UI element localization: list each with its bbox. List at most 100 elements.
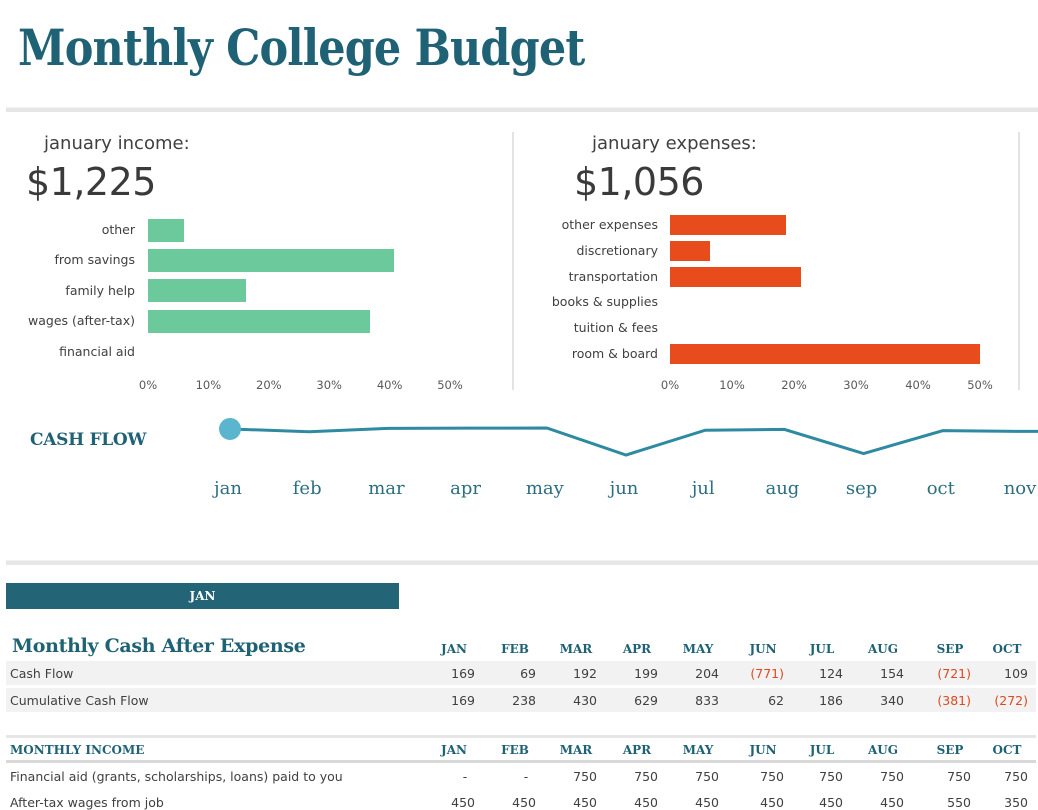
- expense-category-label: tuition & fees: [573, 320, 658, 336]
- monthly-income-col-head-jan: JAN: [441, 743, 467, 757]
- cash-after-expense-cell: 204: [695, 666, 719, 681]
- monthly-income-cell: 750: [880, 769, 904, 784]
- expense-total: $1,056: [574, 160, 704, 204]
- cash-after-expense-cell: 69: [520, 666, 536, 681]
- monthly-income-cell: 450: [819, 795, 843, 810]
- cash-after-expense-col-head-jun: JUN: [749, 642, 777, 656]
- monthly-income-row-label: After-tax wages from job: [10, 795, 164, 810]
- income-bar: [148, 279, 247, 303]
- income-table-header-rule: [6, 760, 1036, 763]
- cash-after-expense-cell: (381): [937, 693, 971, 708]
- cash-after-expense-cell: (272): [994, 693, 1028, 708]
- cash-after-expense-cell: 154: [880, 666, 904, 681]
- monthly-income-cell: 450: [634, 795, 658, 810]
- month-label-sep[interactable]: sep: [845, 478, 878, 499]
- cash-after-expense-col-head-aug: AUG: [867, 642, 899, 656]
- monthly-income-cell: 750: [634, 769, 658, 784]
- cash-after-expense-cell: 124: [819, 666, 843, 681]
- page-title: Monthly College Budget: [18, 18, 585, 77]
- monthly-income-cell: 750: [573, 769, 597, 784]
- monthly-income-col-head-may: MAY: [682, 743, 714, 757]
- title-divider: [6, 107, 1038, 112]
- monthly-income-col-head-oct: OCT: [992, 743, 1022, 757]
- selected-month-marker: [219, 417, 241, 440]
- expense-category-label: books & supplies: [551, 294, 658, 310]
- monthly-income-col-head-apr: APR: [622, 743, 652, 757]
- expense-label: january expenses:: [592, 133, 757, 154]
- cash-after-expense-cell: 340: [880, 693, 904, 708]
- cash-after-expense-title: Monthly Cash After Expense: [12, 635, 306, 657]
- monthly-income-cell: -: [462, 769, 468, 784]
- monthly-income-row-label: Financial aid (grants, scholarships, loa…: [10, 769, 343, 784]
- expense-axis-tick: 20%: [781, 378, 807, 392]
- month-label-jun[interactable]: jun: [609, 478, 639, 499]
- income-bar: [148, 248, 394, 272]
- cash-after-expense-cell: 833: [695, 693, 719, 708]
- cash-flow-line: [229, 426, 1038, 457]
- monthly-income-cell: 750: [947, 769, 971, 784]
- cash-after-expense-cell: 192: [573, 666, 597, 681]
- monthly-income-cell: 750: [819, 769, 843, 784]
- cash-after-expense-col-head-apr: APR: [622, 642, 652, 656]
- cash-flow-line-chart: [219, 417, 1038, 457]
- monthly-income-heading: MONTHLY INCOME: [10, 743, 145, 757]
- cash-after-expense-col-head-may: MAY: [682, 642, 714, 656]
- cash-after-expense-row-background: [6, 688, 1036, 712]
- monthly-income-col-head-jun: JUN: [749, 743, 777, 757]
- monthly-income-cell: 750: [1004, 769, 1028, 784]
- cash-after-expense-col-head-feb: FEB: [501, 642, 529, 656]
- month-label-oct[interactable]: oct: [926, 478, 955, 499]
- cash-after-expense-col-head-sep: SEP: [936, 642, 964, 656]
- monthly-income-cell: 450: [880, 795, 904, 810]
- monthly-income-col-head-mar: MAR: [559, 743, 593, 757]
- cash-after-expense-cell: 430: [573, 693, 597, 708]
- expense-bar: [670, 215, 786, 235]
- month-label-aug[interactable]: aug: [765, 478, 800, 499]
- cash-after-expense-cell: 109: [1004, 666, 1028, 681]
- month-label-apr[interactable]: apr: [450, 478, 482, 499]
- income-axis-tick: 40%: [376, 378, 403, 392]
- income-axis-tick: 10%: [195, 378, 222, 392]
- monthly-income-cell: 450: [512, 795, 536, 810]
- cash-after-expense-cell: (721): [937, 666, 971, 681]
- expense-category-label: transportation: [568, 268, 658, 284]
- monthly-income-col-head-jul: JUL: [809, 743, 835, 757]
- monthly-income-col-head-sep: SEP: [936, 743, 964, 757]
- expense-axis-tick: 50%: [967, 378, 993, 392]
- monthly-income-cell: 450: [760, 795, 784, 810]
- cash-after-expense-cell: 238: [512, 693, 536, 708]
- income-axis-tick: 30%: [316, 378, 342, 392]
- monthly-income-cell: 750: [695, 769, 719, 784]
- income-table-top-rule: [6, 735, 1036, 738]
- income-bar: [148, 218, 185, 242]
- section-divider: [6, 560, 1038, 565]
- monthly-income-col-head-aug: AUG: [867, 743, 899, 757]
- income-category-label: financial aid: [59, 343, 135, 359]
- cash-after-expense-cell: (771): [750, 666, 784, 681]
- expense-axis-tick: 10%: [719, 378, 745, 392]
- month-label-nov[interactable]: nov: [1003, 478, 1037, 499]
- expense-axis-tick: 40%: [905, 378, 931, 392]
- income-category-label: from savings: [54, 252, 135, 268]
- cash-after-expense-cell: 186: [819, 693, 843, 708]
- panel-divider: [512, 132, 514, 390]
- income-bar: [148, 309, 371, 333]
- expense-axis-tick: 30%: [843, 378, 869, 392]
- monthly-income-cell: 350: [1004, 795, 1028, 810]
- income-category-label: family help: [65, 282, 135, 298]
- month-selector[interactable]: JAN: [6, 583, 399, 609]
- month-label-jul[interactable]: jul: [691, 478, 715, 499]
- income-label: january income:: [44, 133, 190, 154]
- month-label-mar[interactable]: mar: [368, 478, 405, 499]
- monthly-income-cell: 450: [695, 795, 719, 810]
- month-label-may[interactable]: may: [525, 478, 564, 499]
- month-label-jan[interactable]: jan: [214, 478, 242, 499]
- income-total: $1,225: [26, 160, 156, 204]
- panel-divider-right: [1018, 132, 1020, 390]
- cash-flow-title: CASH FLOW: [30, 430, 147, 450]
- income-axis-tick: 20%: [256, 378, 282, 392]
- expense-category-label: other expenses: [561, 217, 658, 232]
- month-label-feb[interactable]: feb: [292, 478, 322, 499]
- cash-after-expense-cell: 169: [451, 666, 475, 681]
- income-category-label: other: [101, 222, 135, 237]
